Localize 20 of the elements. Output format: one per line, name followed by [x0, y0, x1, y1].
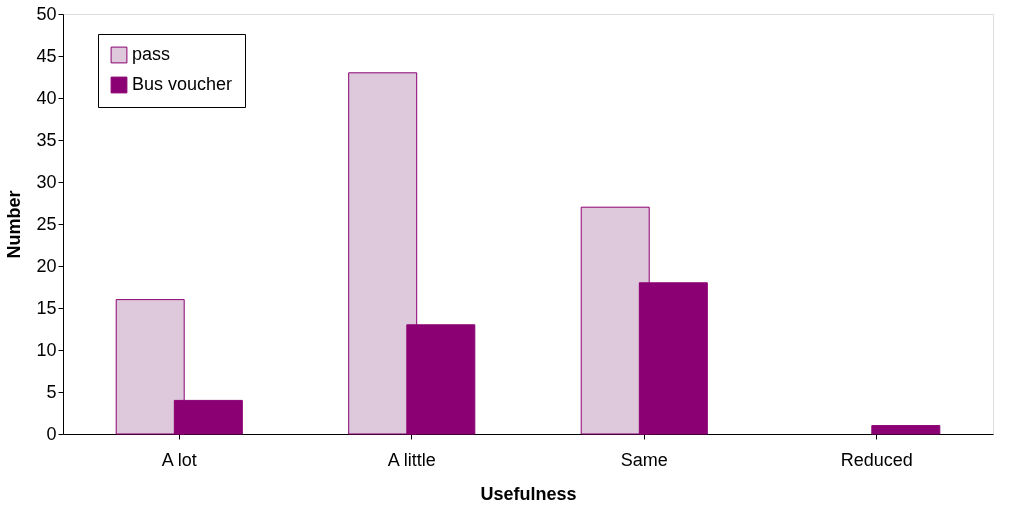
x-tick-label: Same	[620, 449, 668, 470]
x-tick-label: A little	[387, 449, 436, 470]
y-tick-label: 10	[36, 339, 57, 360]
y-tick-label: 35	[36, 129, 57, 150]
y-tick-label: 20	[36, 255, 57, 276]
y-axis-title: Number	[4, 190, 25, 259]
legend-label: pass	[132, 44, 171, 64]
x-tick-label: A lot	[161, 449, 197, 470]
y-tick-label: 30	[36, 171, 57, 192]
y-tick-label: 45	[36, 45, 57, 66]
y-tick-label: 25	[36, 213, 57, 234]
y-tick-label: 15	[36, 297, 57, 318]
y-tick-label: 0	[46, 423, 57, 444]
x-axis-title: Usefulness	[480, 483, 577, 504]
x-tick-label: Reduced	[840, 449, 913, 470]
legend-label: Bus voucher	[132, 74, 233, 94]
y-tick-label: 5	[46, 381, 57, 402]
y-tick-label: 40	[36, 87, 57, 108]
y-tick-label: 50	[36, 3, 57, 24]
bar	[871, 425, 941, 435]
